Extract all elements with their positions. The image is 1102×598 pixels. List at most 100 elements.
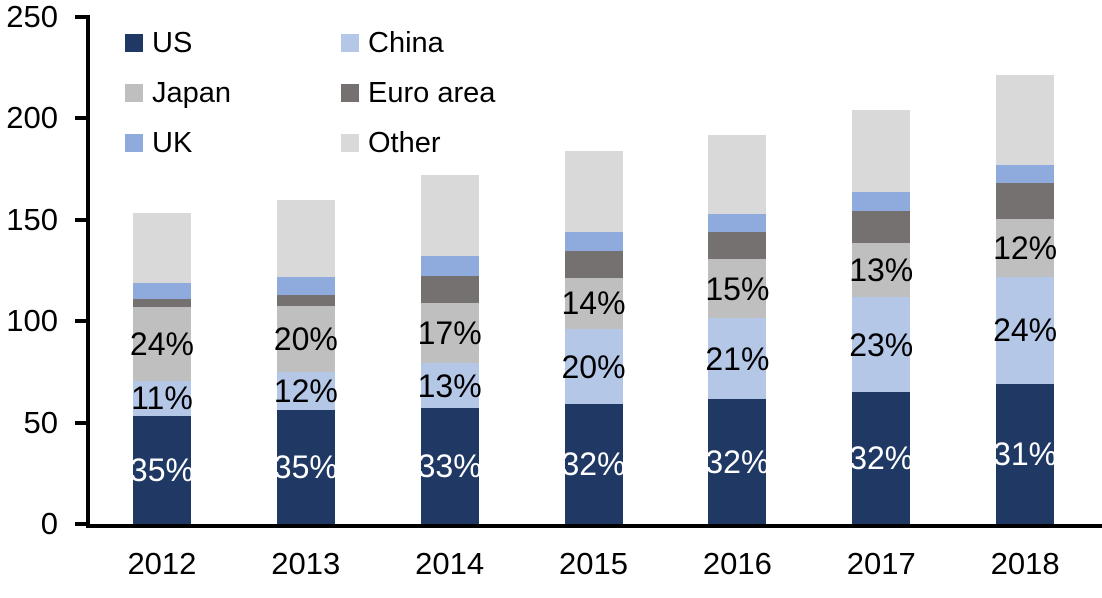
y-tick-mark	[75, 319, 86, 324]
bar-segment-label: 24%	[993, 312, 1058, 349]
bar-segment-china: 21%	[705, 318, 770, 400]
bar-segment-label: 23%	[849, 326, 914, 363]
bar-segment-label: 32%	[849, 440, 914, 477]
bar-segment-label: 14%	[561, 285, 626, 322]
legend-label: US	[152, 26, 193, 59]
legend-item-uk: UK	[125, 126, 341, 159]
legend-item-euro-area: Euro area	[341, 76, 496, 109]
bar-segment-label: 12%	[993, 229, 1058, 266]
legend-item-china: China	[341, 26, 495, 59]
bar-segment-label: 35%	[273, 449, 338, 486]
bar-segment-other	[996, 74, 1055, 166]
bar-stack: 32% 20% 14%	[561, 150, 626, 524]
bar-column-2013: 35% 12% 20%	[234, 17, 378, 524]
bar-segment-uk	[996, 165, 1055, 184]
y-tick-mark	[75, 116, 86, 121]
bar-segment-label: 17%	[417, 314, 482, 351]
bar-segment-china: 23%	[849, 296, 914, 393]
bar-segment-euro-area	[564, 251, 623, 278]
bar-segment-label: 33%	[417, 448, 482, 485]
legend-swatch-other	[341, 134, 359, 152]
bar-segment-china: 13%	[417, 362, 482, 409]
x-axis-label-2017: 2017	[846, 546, 916, 581]
x-axis-label-2015: 2015	[559, 546, 628, 581]
bar-segment-us: 35%	[129, 415, 194, 524]
bar-column-2018: 31% 24% 12%	[953, 17, 1097, 524]
bar-column-2012: 35% 11% 24%	[90, 17, 234, 524]
legend-label: Euro area	[368, 76, 496, 109]
legend-label: Japan	[152, 76, 232, 109]
bar-segment-label: 21%	[705, 340, 770, 377]
bar-segment-japan: 12%	[993, 218, 1058, 277]
bar-segment-china: 20%	[561, 329, 626, 405]
bar-column-2015: 32% 20% 14%	[522, 17, 666, 524]
y-tick-mark	[75, 217, 86, 222]
bar-segment-us: 35%	[273, 410, 338, 524]
bar-stack: 35% 12% 20%	[273, 199, 338, 524]
legend-swatch-uk	[125, 134, 143, 152]
bar-segment-label: 32%	[561, 446, 626, 483]
bar-segment-uk	[708, 213, 767, 232]
x-axis-label-2016: 2016	[702, 546, 772, 581]
legend-label: Other	[368, 126, 441, 159]
bar-segment-label: 24%	[129, 326, 194, 363]
bar-segment-china: 24%	[993, 276, 1058, 385]
legend: US China Japan Euro area UK Other	[125, 18, 495, 168]
bar-segment-label: 20%	[561, 348, 626, 385]
bar-segment-other	[276, 199, 335, 277]
legend-swatch-us	[125, 34, 143, 52]
bar-segment-label: 12%	[273, 373, 338, 410]
bar-segment-label: 35%	[129, 451, 194, 488]
bar-segment-uk	[852, 192, 911, 211]
legend-item-japan: Japan	[125, 76, 341, 109]
bar-segment-euro-area	[996, 183, 1055, 219]
bar-segment-us: 32%	[849, 392, 914, 524]
y-axis-tick-label: 250	[6, 0, 58, 34]
bar-column-2014: 33% 13% 17%	[378, 17, 522, 524]
bar-segment-japan: 20%	[273, 306, 338, 372]
bar-segment-uk	[276, 276, 335, 295]
y-axis-tick-label: 0	[40, 506, 58, 541]
bar-segment-euro-area	[708, 232, 767, 260]
bar-segment-euro-area	[420, 275, 479, 303]
x-axis-label-2018: 2018	[990, 546, 1060, 581]
x-axis-labels: 2012 2013 2014 2015 2016 2017 2018	[90, 546, 1097, 582]
bar-segment-label: 20%	[273, 320, 338, 357]
bar-segment-japan: 24%	[129, 307, 194, 382]
bar-stack: 31% 24% 12%	[993, 74, 1058, 524]
bar-stack: 32% 21% 15%	[705, 134, 770, 524]
bar-segment-japan: 13%	[849, 243, 914, 297]
bar-segment-uk	[564, 232, 623, 252]
bar-column-2017: 32% 23% 13%	[809, 17, 953, 524]
bar-segment-label: 31%	[993, 436, 1058, 473]
bar-segment-china: 11%	[131, 380, 193, 417]
bar-segment-label: 13%	[849, 252, 914, 288]
bar-segment-us: 33%	[417, 408, 482, 524]
bar-segment-japan: 14%	[561, 277, 626, 330]
legend-item-us: US	[125, 26, 341, 59]
bar-segment-euro-area	[852, 210, 911, 244]
y-tick-mark	[75, 15, 86, 19]
bar-stack: 35% 11% 24%	[129, 212, 194, 524]
bar-segment-euro-area	[132, 298, 191, 308]
bar-segment-other	[708, 134, 767, 214]
bar-stack: 33% 13% 17%	[417, 175, 482, 524]
x-axis-line	[86, 524, 1102, 528]
bar-stack: 32% 23% 13%	[849, 110, 914, 524]
bar-segment-other	[420, 175, 479, 257]
bar-segment-label: 11%	[131, 380, 193, 417]
x-axis-label-2014: 2014	[415, 546, 485, 581]
y-axis-tick-label: 200	[6, 100, 58, 136]
legend-label: UK	[152, 126, 193, 159]
bar-segment-label: 15%	[705, 270, 770, 307]
bar-segment-label: 13%	[417, 367, 482, 404]
bar-segment-japan: 17%	[417, 302, 482, 363]
legend-label: China	[368, 26, 444, 59]
y-axis-tick-label: 150	[6, 201, 58, 237]
bar-segment-euro-area	[276, 294, 335, 306]
legend-item-other: Other	[341, 126, 495, 159]
x-axis-label-2013: 2013	[271, 546, 341, 581]
bar-segment-uk	[420, 256, 479, 276]
x-axis-label-2012: 2012	[127, 546, 197, 581]
legend-swatch-euro-area	[341, 84, 359, 102]
